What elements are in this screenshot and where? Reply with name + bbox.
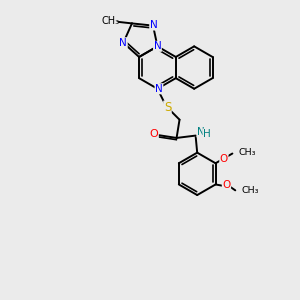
- Text: S: S: [164, 101, 171, 114]
- Text: N: N: [150, 20, 158, 30]
- Text: CH₃: CH₃: [101, 16, 119, 26]
- Text: O: O: [220, 154, 228, 164]
- Text: O: O: [149, 129, 158, 140]
- Text: N: N: [197, 127, 205, 137]
- Text: CH₃: CH₃: [242, 186, 259, 195]
- Text: N: N: [155, 84, 163, 94]
- Text: N: N: [154, 41, 161, 51]
- Text: N: N: [119, 38, 127, 48]
- Text: CH₃: CH₃: [239, 148, 256, 158]
- Text: H: H: [203, 129, 211, 139]
- Text: O: O: [222, 180, 231, 190]
